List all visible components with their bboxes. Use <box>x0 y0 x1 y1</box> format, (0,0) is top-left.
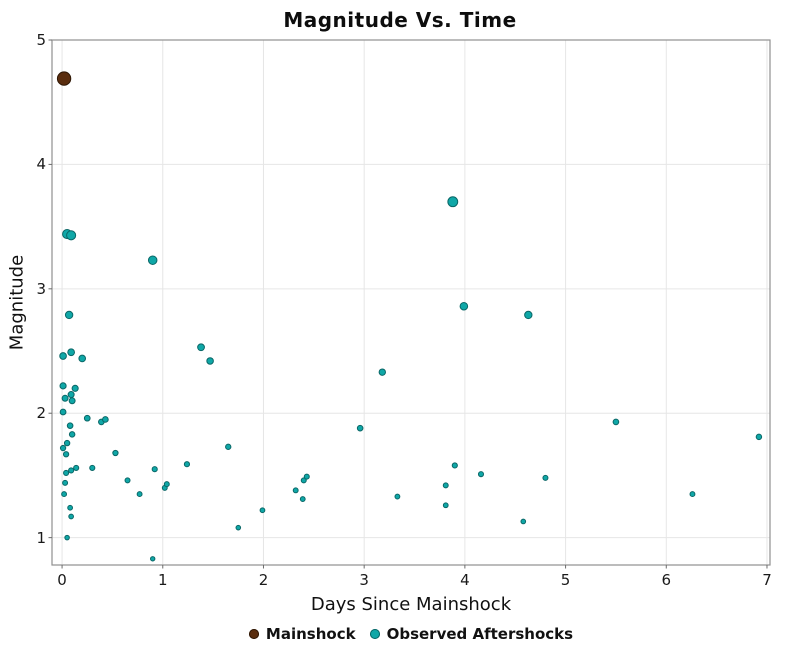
legend-item-aftershocks: Observed Aftershocks <box>369 625 574 643</box>
aftershock-point <box>225 443 232 450</box>
aftershock-point <box>112 449 119 457</box>
aftershock-point <box>59 382 67 390</box>
mainshock-point <box>56 71 72 86</box>
aftershock-point <box>292 487 299 494</box>
x-tick-label: 3 <box>359 571 369 589</box>
aftershock-point <box>61 491 68 498</box>
aftershock-point <box>300 477 307 484</box>
aftershock-point <box>67 348 75 357</box>
aftershock-point <box>442 502 449 509</box>
aftershock-point <box>259 507 266 514</box>
y-tick-label: 2 <box>36 404 46 423</box>
aftershock-point <box>150 556 156 562</box>
aftershock-point <box>67 504 73 511</box>
aftershock-point <box>183 461 191 468</box>
aftershock-point <box>520 518 527 525</box>
x-tick-label: 6 <box>661 571 672 589</box>
aftershock-point <box>73 464 80 472</box>
legend: Mainshock Observed Aftershocks <box>52 625 770 643</box>
aftershock-point <box>66 422 74 429</box>
x-tick-label: 0 <box>57 571 67 589</box>
x-tick-label: 4 <box>460 571 470 589</box>
aftershock-point <box>59 444 67 452</box>
aftershock-point <box>235 524 242 531</box>
aftershock-point <box>394 493 401 500</box>
aftershock-point <box>206 357 214 365</box>
aftershock-point <box>63 439 71 447</box>
aftershock-point <box>62 479 69 486</box>
y-tick-label: 1 <box>36 528 46 547</box>
y-tick-label: 5 <box>36 31 46 49</box>
aftershock-point <box>78 354 87 363</box>
aftershock-point <box>356 424 364 432</box>
aftershock-point <box>542 474 549 481</box>
aftershock-point <box>147 255 158 265</box>
aftershock-point <box>68 467 75 474</box>
legend-item-mainshock: Mainshock <box>248 625 356 643</box>
aftershock-point <box>68 513 74 520</box>
y-tick-label: 3 <box>36 279 46 298</box>
aftershock-point <box>61 394 69 402</box>
aftershock-marker-icon <box>369 629 380 639</box>
aftershock-point <box>66 230 77 241</box>
aftershock-point <box>755 433 763 441</box>
aftershock-point <box>63 469 70 476</box>
legend-label-mainshock: Mainshock <box>265 625 356 643</box>
aftershock-point <box>62 451 70 458</box>
x-tick-label: 5 <box>560 571 571 589</box>
aftershock-point <box>477 471 485 478</box>
aftershock-point <box>447 196 459 208</box>
aftershock-point <box>59 408 67 416</box>
aftershock-point <box>102 416 109 423</box>
x-tick-label: 1 <box>157 571 168 589</box>
x-axis-label: Days Since Mainshock <box>310 594 512 615</box>
chart-title: Magnitude Vs. Time <box>283 8 517 32</box>
aftershock-point <box>378 368 386 376</box>
aftershock-point <box>442 482 449 489</box>
aftershock-point <box>59 352 67 360</box>
aftershock-point <box>689 491 696 498</box>
aftershock-point <box>451 462 458 469</box>
x-tick-label: 2 <box>258 571 269 589</box>
aftershock-point <box>68 431 76 438</box>
aftershock-point <box>71 384 79 392</box>
aftershock-point <box>124 477 131 484</box>
y-tick-label: 4 <box>36 155 46 174</box>
aftershock-point <box>459 301 469 311</box>
aftershock-point <box>136 491 143 498</box>
aftershock-point <box>68 397 76 405</box>
x-tick-label: 7 <box>762 571 772 589</box>
aftershock-point <box>67 391 75 399</box>
aftershock-point <box>303 473 310 480</box>
aftershock-point <box>197 343 205 352</box>
aftershock-point <box>612 418 620 426</box>
plot-border <box>51 39 771 566</box>
aftershock-point <box>163 481 170 488</box>
aftershock-point <box>151 466 158 473</box>
aftershock-point <box>89 464 96 472</box>
legend-label-aftershocks: Observed Aftershocks <box>386 625 574 643</box>
mainshock-marker-icon <box>248 629 259 639</box>
aftershock-point <box>299 496 306 502</box>
aftershock-point <box>83 414 91 422</box>
aftershock-point <box>64 534 70 541</box>
aftershock-point <box>64 310 74 320</box>
aftershock-point <box>524 310 533 320</box>
